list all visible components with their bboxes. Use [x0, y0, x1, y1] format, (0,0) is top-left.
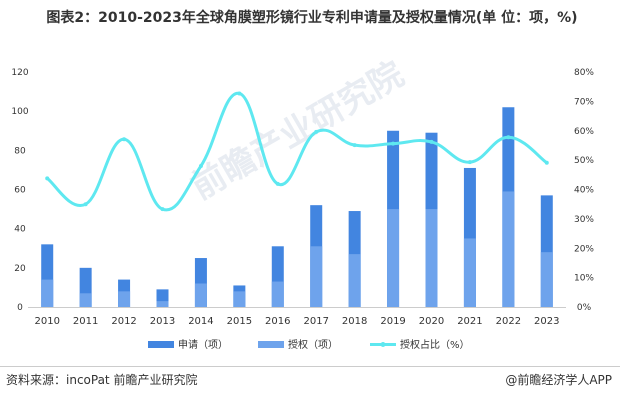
ratio-point: [314, 129, 319, 134]
right-axis-tick-label: 30%: [574, 215, 594, 225]
ratio-point: [198, 164, 203, 168]
legend-label: 申请（项）: [178, 338, 228, 351]
grant-bar: [502, 191, 515, 307]
chart-title: 图表2：2010-2023年全球角膜塑形镜行业专利申请量及授权量情况(单 位：项…: [46, 10, 578, 26]
ratio-point: [467, 160, 472, 165]
ratio-point: [275, 181, 280, 186]
x-axis-tick-label: 2011: [73, 316, 98, 327]
grant-bar: [271, 281, 284, 307]
grant-bar: [118, 291, 131, 307]
grant-bar: [540, 252, 553, 307]
x-axis-tick-label: 2010: [34, 316, 59, 327]
watermark: 前瞻产业研究院: [185, 54, 411, 208]
left-axis-tick-label: 0: [17, 303, 23, 313]
x-axis-tick-label: 2021: [457, 316, 482, 327]
ratio-point: [160, 207, 165, 212]
x-axis-tick-label: 2017: [303, 316, 328, 327]
left-axis-tick-label: 80: [14, 146, 26, 156]
legend-label: 授权占比（%）: [400, 338, 470, 351]
x-axis-tick-label: 2014: [188, 316, 213, 327]
grant-bar: [463, 238, 476, 307]
grant-bar: [233, 291, 246, 307]
x-axis-tick-label: 2015: [227, 316, 252, 327]
left-axis-tick-label: 60: [14, 186, 26, 196]
ratio-point: [506, 135, 511, 140]
x-axis-tick-label: 2022: [496, 316, 521, 327]
ratio-point: [544, 160, 549, 165]
source-note: 资料来源：incoPat 前瞻产业研究院: [6, 373, 198, 387]
x-axis-tick-label: 2012: [111, 316, 136, 327]
right-axis-tick-label: 50%: [574, 156, 594, 166]
left-axis-tick-label: 100: [11, 107, 28, 117]
ratio-point: [237, 91, 242, 96]
ratio-point: [83, 202, 88, 207]
ratio-point: [352, 143, 357, 148]
legend-swatch: [258, 341, 284, 348]
left-axis-tick-label: 120: [11, 68, 28, 78]
right-axis-tick-label: 70%: [574, 97, 594, 107]
grant-bar: [387, 209, 400, 307]
left-axis-tick-label: 40: [14, 225, 26, 235]
brand-label: @前瞻经济学人APP: [505, 373, 612, 387]
right-axis-tick-label: 20%: [574, 244, 594, 254]
ratio-point: [391, 141, 396, 146]
right-axis-tick-label: 10%: [574, 274, 594, 284]
ratio-point: [429, 139, 434, 144]
grant-bar: [156, 301, 169, 307]
right-axis-tick-label: 80%: [574, 68, 594, 78]
grant-bar: [79, 293, 92, 307]
ratio-point: [45, 176, 50, 181]
ratio-point: [122, 137, 127, 142]
grant-bar: [348, 254, 361, 307]
right-axis-tick-label: 40%: [574, 186, 594, 196]
chart: 前瞻产业研究院 0 20 40 60 80 100 120 0% 10% 20% 30% 40% 50% 6…: [11, 54, 594, 351]
x-axis-tick-label: 2019: [380, 316, 405, 327]
x-axis-tick-label: 2018: [342, 316, 367, 327]
x-axis-tick-label: 2013: [150, 316, 175, 327]
grant-bar: [194, 283, 207, 307]
legend-marker: [380, 342, 386, 347]
legend-swatch: [148, 341, 174, 348]
grant-bar: [41, 279, 54, 307]
left-axis-tick-label: 20: [14, 264, 26, 274]
grant-bar: [310, 246, 323, 307]
footer-divider: [0, 366, 620, 367]
grant-bar: [425, 209, 438, 307]
legend-label: 授权（项）: [288, 338, 338, 351]
right-axis-tick-label: 60%: [574, 127, 594, 137]
x-axis-tick-label: 2020: [419, 316, 444, 327]
x-axis-tick-label: 2023: [534, 316, 559, 327]
right-axis-tick-label: 0%: [577, 303, 592, 313]
x-axis-tick-label: 2016: [265, 316, 290, 327]
